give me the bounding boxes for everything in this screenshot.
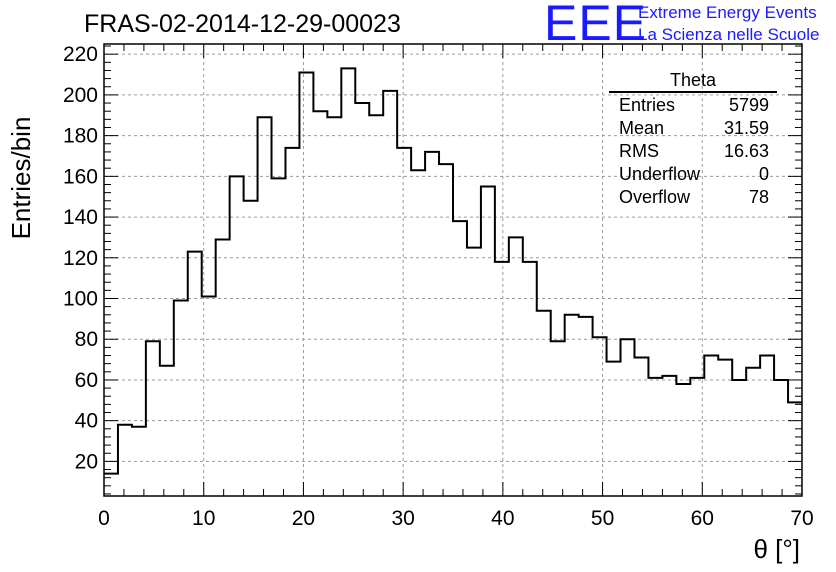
chart-title: FRAS-02-2014-12-29-00023: [84, 10, 401, 38]
x-tick-label: 50: [591, 507, 614, 530]
y-tick-label: 60: [75, 369, 98, 392]
stats-row-overflow: Overflow 78: [609, 186, 777, 209]
y-tick-label: 100: [63, 288, 98, 311]
stats-title: Theta: [669, 70, 717, 90]
stats-label: Mean: [619, 118, 665, 138]
y-tick-labels: 20 40 60 80 100 120 140 160 180 200 220: [63, 43, 98, 473]
x-tick-label: 60: [691, 507, 714, 530]
stats-label: RMS: [619, 141, 659, 161]
x-axis-title: θ [°]: [753, 534, 800, 564]
x-tick-label: 10: [192, 507, 215, 530]
y-tick-label: 20: [75, 450, 98, 473]
stats-value: 0: [758, 164, 769, 184]
y-tick-label: 80: [75, 328, 98, 351]
x-tick-label: 40: [491, 507, 514, 530]
eee-logo: EEE: [544, 0, 648, 51]
stats-value: 16.63: [723, 141, 769, 161]
stats-value: 5799: [728, 95, 769, 115]
y-tick-label: 200: [63, 84, 98, 107]
stats-row-entries: Entries 5799: [609, 94, 777, 117]
y-tick-label: 40: [75, 410, 98, 433]
stats-divider: [609, 91, 777, 93]
y-tick-label: 220: [63, 43, 98, 66]
x-tick-label: 70: [790, 507, 813, 530]
stats-row-underflow: Underflow 0: [609, 163, 777, 186]
logo-tagline-1: Extreme Energy Events: [638, 3, 817, 22]
x-tick-labels: 0 10 20 30 40 50 60 70: [98, 507, 814, 530]
x-tick-label: 30: [391, 507, 414, 530]
logo-tagline-2: La Scienza nelle Scuole: [638, 25, 820, 44]
x-tick-label: 20: [292, 507, 315, 530]
plot-frame: [103, 43, 803, 497]
y-tick-label: 140: [63, 206, 98, 229]
stats-label: Entries: [619, 95, 676, 115]
stats-value: 78: [748, 187, 769, 207]
histogram-series: [104, 67, 802, 475]
y-axis-title: Entries/bin: [6, 117, 36, 240]
y-tick-label: 160: [63, 165, 98, 188]
stats-label: Overflow: [619, 187, 691, 207]
y-tick-label: 120: [63, 247, 98, 270]
stats-row-rms: RMS 16.63: [609, 140, 777, 163]
stats-value: 31.59: [723, 118, 769, 138]
stats-label: Underflow: [619, 164, 701, 184]
x-tick-label: 0: [98, 507, 110, 530]
y-tick-label: 180: [63, 125, 98, 148]
stats-row-mean: Mean 31.59: [609, 117, 777, 140]
stats-box: Theta Entries 5799 Mean 31.59 RMS 16.63 …: [609, 70, 777, 209]
axis-ticks: [103, 44, 803, 496]
